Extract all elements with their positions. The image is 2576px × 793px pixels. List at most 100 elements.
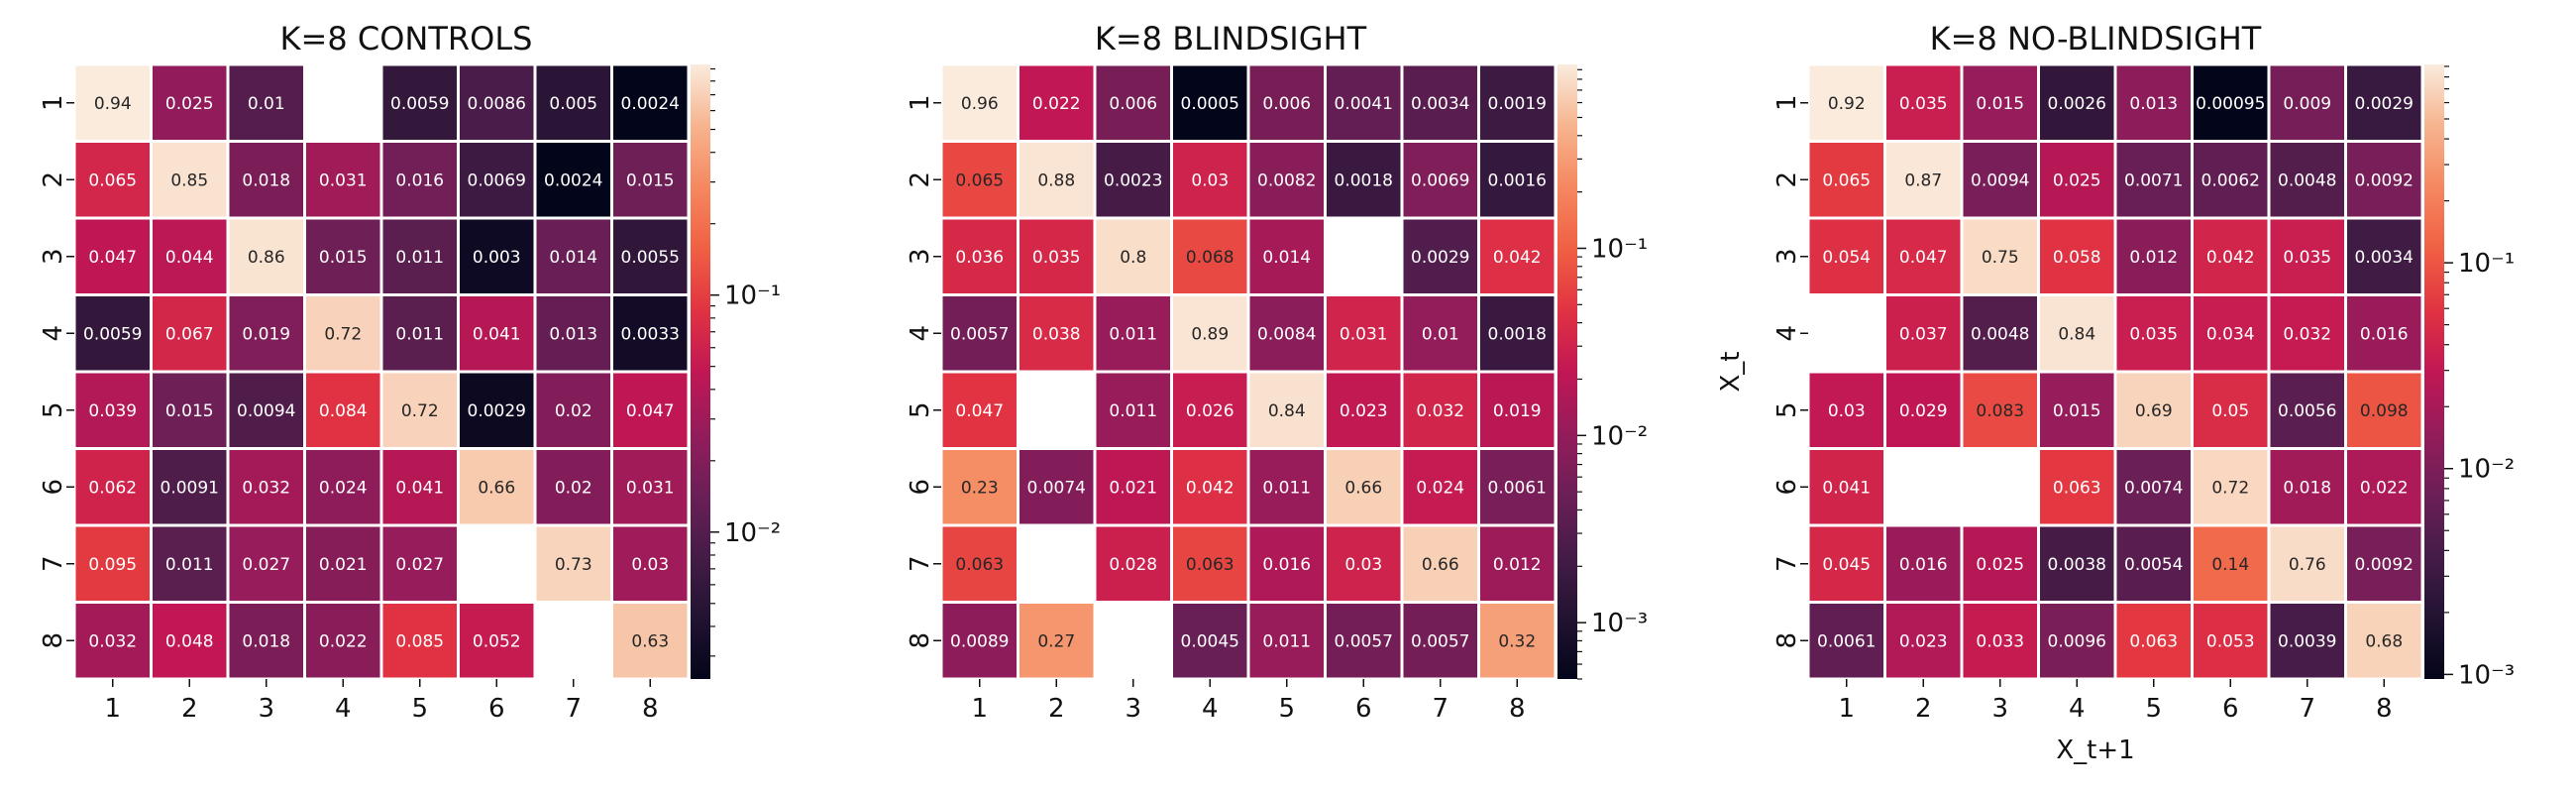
cell-value-label: 0.063 <box>1186 555 1234 575</box>
cell-value-label: 0.0048 <box>1971 324 2029 344</box>
colorbar-tick-label: 10⁻¹ <box>724 282 781 311</box>
cell-value-label: 0.029 <box>1899 401 1948 421</box>
cell-value-label: 0.0018 <box>1335 170 1393 190</box>
cell-value-label: 0.94 <box>94 94 132 114</box>
cell-value-label: 0.0018 <box>1488 324 1547 344</box>
cell-value-label: 0.053 <box>2206 631 2255 651</box>
cell-value-label: 0.75 <box>1982 248 2019 268</box>
colorbar-tick-label: 10⁻¹ <box>1591 234 1648 264</box>
cell-value-label: 0.005 <box>549 94 597 114</box>
cell-value-label: 0.0056 <box>2278 401 2336 421</box>
heatmap-cell <box>2037 140 2117 220</box>
cell-value-label: 0.0029 <box>1411 248 1469 268</box>
y-tick-label: 3 <box>1772 248 1802 265</box>
colorbar-tick-label: 10⁻² <box>1591 421 1648 451</box>
heatmap-panel-blindsight: K=8 BLINDSIGHT 0.96 0.022 0.006 0.0005 0.006… <box>906 20 1648 724</box>
heatmap-cell <box>2113 447 2194 527</box>
cell-value-label: 0.03 <box>1828 401 1866 421</box>
cell-value-label: 0.23 <box>961 478 999 498</box>
x-tick-label: 7 <box>1432 694 1449 724</box>
x-tick-label: 3 <box>258 694 274 724</box>
heatmap-cell <box>2344 523 2424 604</box>
heatmap-cell <box>2344 447 2424 527</box>
cell-value-label: 0.041 <box>473 324 521 344</box>
cell-value-label: 0.011 <box>395 248 444 268</box>
cell-value-label: 0.021 <box>1109 478 1157 498</box>
heatmap-cells: 0.94 0.025 0.01 0.0059 0.0086 0.005 0.0024 0.06… <box>72 62 691 681</box>
cell-value-label: 0.006 <box>1262 94 1311 114</box>
heatmap-cell <box>2037 601 2117 681</box>
heatmap-cell <box>72 523 153 604</box>
heatmap-cell <box>1883 293 1964 374</box>
cell-value-label: 0.052 <box>473 631 521 651</box>
x-tick-label: 5 <box>411 694 428 724</box>
colorbar-tick-label: 10⁻¹ <box>2458 249 2515 279</box>
x-tick-label: 3 <box>1125 694 1141 724</box>
heatmap-cell <box>610 370 691 450</box>
x-tick-labels: 1 2 3 4 5 6 7 8 <box>1838 679 2393 724</box>
cell-value-label: 0.025 <box>2053 170 2101 190</box>
y-tick-label: 7 <box>906 555 935 572</box>
cell-value-label: 0.022 <box>1032 94 1081 114</box>
cell-value-label: 0.006 <box>1109 94 1157 114</box>
cell-value-label: 0.026 <box>1186 401 1234 421</box>
y-tick-label: 8 <box>1772 632 1802 649</box>
cell-value-label: 0.025 <box>1976 555 2024 575</box>
cell-value-label: 0.018 <box>242 631 290 651</box>
cell-value-label: 0.035 <box>2129 324 2178 344</box>
cell-value-label: 0.0096 <box>2048 631 2106 651</box>
cell-value-label: 0.0026 <box>2048 94 2106 114</box>
cell-value-label: 0.063 <box>955 555 1004 575</box>
heatmap-cell <box>2191 447 2271 527</box>
heatmap-cell <box>533 523 613 604</box>
y-tick-label: 4 <box>39 325 68 342</box>
cell-value-label: 0.02 <box>555 478 592 498</box>
cell-value-label: 0.011 <box>165 555 214 575</box>
x-tick-labels: 1 2 3 4 5 6 7 8 <box>104 679 659 724</box>
cell-value-label: 0.86 <box>248 248 285 268</box>
cell-value-label: 0.0055 <box>621 248 680 268</box>
y-tick-label: 2 <box>1772 171 1802 188</box>
colorbar-tick-label: 10⁻³ <box>2458 660 2515 690</box>
x-tick-label: 6 <box>2222 694 2239 724</box>
cell-value-label: 0.039 <box>88 401 137 421</box>
cell-value-label: 0.85 <box>170 170 208 190</box>
heatmap-cell <box>1246 216 1327 296</box>
y-tick-labels: 1 2 3 4 5 6 7 8 <box>39 94 74 649</box>
cell-value-label: 0.0059 <box>390 94 449 114</box>
cell-value-label: 0.66 <box>1422 555 1459 575</box>
heatmap-cells: 0.96 0.022 0.006 0.0005 0.006 0.0041 0.0034 0.0… <box>939 62 1557 681</box>
x-tick-label: 8 <box>642 694 659 724</box>
x-tick-label: 1 <box>104 694 121 724</box>
cell-value-label: 0.0071 <box>2124 170 2183 190</box>
cell-value-label: 0.009 <box>2283 94 2331 114</box>
heatmap-cell <box>150 601 230 681</box>
heatmap-cell <box>939 62 1020 143</box>
cell-value-label: 0.03 <box>1344 555 1382 575</box>
y-tick-label: 8 <box>906 632 935 649</box>
cell-value-label: 0.72 <box>2211 478 2249 498</box>
x-tick-label: 8 <box>2376 694 2393 724</box>
heatmap-cell <box>1246 370 1327 450</box>
cell-value-label: 0.065 <box>1822 170 1871 190</box>
heatmap-cell <box>533 140 613 220</box>
cell-value-label: 0.098 <box>2360 401 2409 421</box>
heatmap-cell <box>2191 293 2271 374</box>
heatmap-cell <box>1170 293 1250 374</box>
cell-value-label: 0.044 <box>165 248 214 268</box>
cell-value-label: 0.0054 <box>2124 555 2183 575</box>
cell-value-label: 0.0092 <box>2355 555 2414 575</box>
cell-value-label: 0.84 <box>1268 401 1306 421</box>
heatmap-cell <box>379 601 460 681</box>
cell-value-label: 0.27 <box>1037 631 1075 651</box>
cell-value-label: 0.0062 <box>2201 170 2260 190</box>
cell-value-label: 0.0045 <box>1181 631 1239 651</box>
cell-value-label: 0.84 <box>2058 324 2095 344</box>
cell-value-label: 0.032 <box>1416 401 1464 421</box>
cell-value-label: 0.063 <box>2129 631 2178 651</box>
cell-value-label: 0.0023 <box>1104 170 1162 190</box>
x-tick-label: 4 <box>1202 694 1219 724</box>
x-tick-label: 3 <box>1991 694 2008 724</box>
cell-value-label: 0.065 <box>88 170 137 190</box>
heatmap-cell <box>2037 523 2117 604</box>
